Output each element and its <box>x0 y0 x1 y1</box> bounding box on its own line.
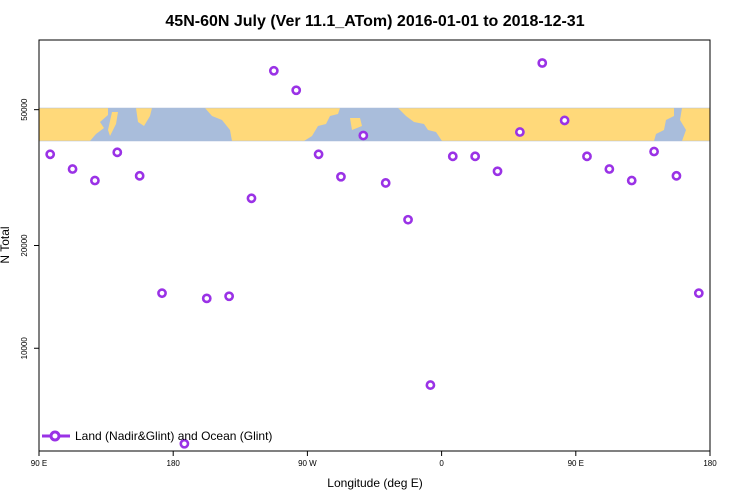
data-point <box>179 438 190 449</box>
series-points <box>45 58 704 449</box>
data-point <box>470 151 481 162</box>
plot-frame <box>38 39 711 452</box>
data-point <box>403 214 413 225</box>
land-north-america <box>205 108 340 141</box>
data-point <box>559 115 570 126</box>
x-tick-label: 90 W <box>298 459 317 468</box>
y-axis: 10000 20000 50000 <box>20 98 39 359</box>
x-tick-label: 0 <box>439 459 444 468</box>
data-point <box>134 170 145 181</box>
data-point <box>693 288 704 299</box>
land-kamchatka <box>136 108 152 126</box>
data-point <box>246 193 257 204</box>
data-point <box>224 291 235 302</box>
data-point <box>157 288 167 299</box>
x-axis-title: Longitude (deg E) <box>327 476 422 490</box>
data-point <box>649 146 659 157</box>
legend: Land (Nadir&Glint) and Ocean (Glint) <box>42 429 272 443</box>
chart-title: 45N-60N July (Ver 11.1_ATom) 2016-01-01 … <box>165 13 584 30</box>
x-tick-label: 90 E <box>31 459 47 468</box>
data-point <box>604 164 615 174</box>
x-tick-label: 180 <box>703 459 717 468</box>
land-sakhalin <box>108 112 118 136</box>
data-point <box>582 151 592 162</box>
legend-marker <box>49 430 61 442</box>
data-point <box>447 151 458 162</box>
data-point <box>268 65 279 76</box>
map-band <box>38 107 711 142</box>
y-axis-title: N Total <box>0 226 12 263</box>
data-point <box>671 170 682 181</box>
map-land <box>39 108 710 141</box>
data-point <box>291 85 302 96</box>
land-europe-asia <box>398 108 674 141</box>
y-tick-label: 10000 <box>20 337 29 360</box>
data-point <box>90 175 100 186</box>
land-east-asia-coast <box>680 108 710 141</box>
y-tick-label: 20000 <box>20 234 29 257</box>
data-point <box>336 171 346 182</box>
land-north-atlantic-islands <box>350 118 362 130</box>
data-point <box>313 149 324 160</box>
x-axis: 90 E 180 90 W 0 90 E 180 <box>31 451 717 468</box>
x-tick-label: 90 E <box>568 459 584 468</box>
data-point <box>514 127 525 137</box>
data-point <box>380 178 391 188</box>
data-point <box>492 166 503 177</box>
data-point <box>201 293 212 304</box>
data-point <box>537 58 548 68</box>
x-tick-label: 180 <box>167 459 181 468</box>
legend-label: Land (Nadir&Glint) and Ocean (Glint) <box>75 429 272 443</box>
data-point <box>112 147 123 158</box>
data-point <box>67 164 78 174</box>
data-point <box>626 175 637 186</box>
data-point <box>45 149 56 160</box>
land-uk <box>426 112 436 128</box>
land-eurasia-east <box>39 108 108 141</box>
data-point <box>358 130 369 141</box>
y-tick-label: 50000 <box>20 98 29 121</box>
data-point <box>425 380 436 390</box>
